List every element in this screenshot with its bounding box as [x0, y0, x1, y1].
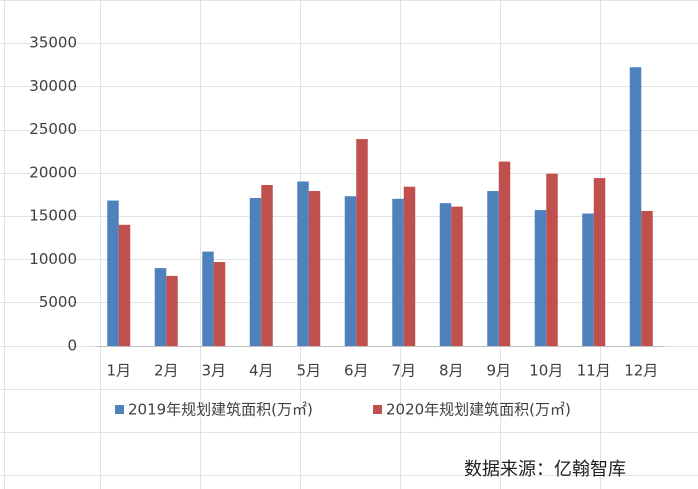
bar — [498, 161, 511, 346]
bar — [439, 203, 452, 346]
bar — [202, 251, 214, 346]
bar — [249, 197, 262, 346]
x-tick-label: 1月 — [106, 362, 131, 380]
bar — [451, 206, 463, 346]
x-tick-label: 2月 — [154, 362, 179, 380]
y-tick-label: 25000 — [29, 120, 77, 138]
bar — [344, 196, 357, 346]
bar — [593, 178, 606, 346]
x-tick-label: 9月 — [486, 362, 511, 380]
x-tick-label: 12月 — [624, 362, 658, 380]
bar — [166, 275, 178, 346]
bar — [213, 262, 226, 346]
bar — [308, 191, 321, 346]
bar — [629, 67, 642, 347]
x-tick-label: 7月 — [391, 362, 416, 380]
bar — [534, 210, 547, 346]
y-tick-label: 15000 — [29, 207, 77, 225]
legend-swatch — [115, 405, 124, 414]
x-tick-label: 8月 — [439, 362, 464, 380]
x-tick-label: 11月 — [577, 362, 611, 380]
bar — [641, 210, 653, 346]
bar — [546, 173, 558, 346]
bar — [403, 186, 416, 346]
bar — [154, 268, 167, 346]
x-tick-label: 10月 — [529, 362, 563, 380]
x-tick-label: 3月 — [201, 362, 226, 380]
bar — [107, 200, 119, 346]
bar — [356, 139, 368, 346]
bar — [582, 213, 594, 346]
legend-label: 2019年规划建筑面积(万㎡) — [128, 401, 313, 419]
legend-label: 2020年规划建筑面积(万㎡) — [386, 401, 571, 419]
x-tick-label: 5月 — [296, 362, 321, 380]
y-tick-label: 20000 — [29, 163, 77, 181]
bar — [118, 224, 131, 346]
y-tick-label: 30000 — [29, 77, 77, 95]
bar — [297, 181, 309, 346]
bar — [261, 184, 273, 346]
x-tick-label: 6月 — [344, 362, 369, 380]
legend-swatch — [373, 405, 382, 414]
x-tick-label: 4月 — [249, 362, 274, 380]
y-tick-label: 10000 — [29, 250, 77, 268]
bar — [392, 198, 404, 346]
y-tick-label: 0 — [67, 337, 77, 355]
y-tick-label: 5000 — [39, 293, 77, 311]
source-note: 数据来源：亿翰智库 — [464, 459, 626, 480]
bar — [487, 191, 499, 346]
y-tick-label: 35000 — [29, 34, 77, 52]
